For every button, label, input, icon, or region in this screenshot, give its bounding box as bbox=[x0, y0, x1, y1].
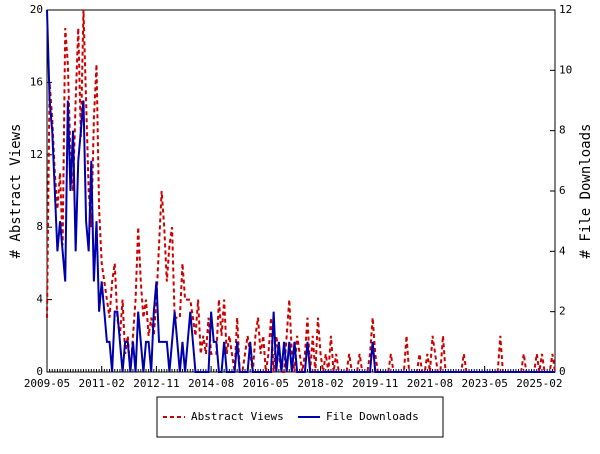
x-tick-label: 2014-08 bbox=[188, 377, 234, 390]
y-tick-label: 12 bbox=[30, 148, 43, 161]
x-tick-label: 2009-05 bbox=[24, 377, 70, 390]
y2-axis-title: # File Downloads bbox=[578, 124, 594, 259]
y-tick-label: 4 bbox=[36, 293, 43, 306]
x-tick-label: 2016-05 bbox=[243, 377, 289, 390]
y-tick-label: 8 bbox=[36, 220, 43, 233]
x-tick-label: 2021-08 bbox=[407, 377, 453, 390]
x-tick-label: 2012-11 bbox=[133, 377, 179, 390]
y2-tick-label: 8 bbox=[559, 124, 566, 137]
legend-label: File Downloads bbox=[326, 410, 419, 423]
y2-tick-label: 12 bbox=[559, 3, 572, 16]
legend-label: Abstract Views bbox=[191, 410, 284, 423]
y2-tick-label: 10 bbox=[559, 63, 572, 76]
x-tick-label: 2023-05 bbox=[461, 377, 507, 390]
y-tick-label: 20 bbox=[30, 3, 43, 16]
x-tick-label: 2018-02 bbox=[297, 377, 343, 390]
x-tick-label: 2011-02 bbox=[79, 377, 125, 390]
y2-tick-label: 4 bbox=[559, 244, 566, 257]
x-tick-label: 2019-11 bbox=[352, 377, 398, 390]
x-tick-label: 2025-02 bbox=[516, 377, 562, 390]
y2-tick-label: 6 bbox=[559, 184, 566, 197]
legend bbox=[156, 396, 444, 438]
series-line bbox=[46, 9, 556, 373]
y-tick-label: 16 bbox=[30, 75, 43, 88]
y-axis-title: # Abstract Views bbox=[8, 124, 24, 259]
y2-tick-label: 0 bbox=[559, 365, 566, 378]
series-line bbox=[46, 9, 555, 373]
y2-tick-label: 2 bbox=[559, 305, 566, 318]
y-tick-label: 0 bbox=[36, 365, 43, 378]
